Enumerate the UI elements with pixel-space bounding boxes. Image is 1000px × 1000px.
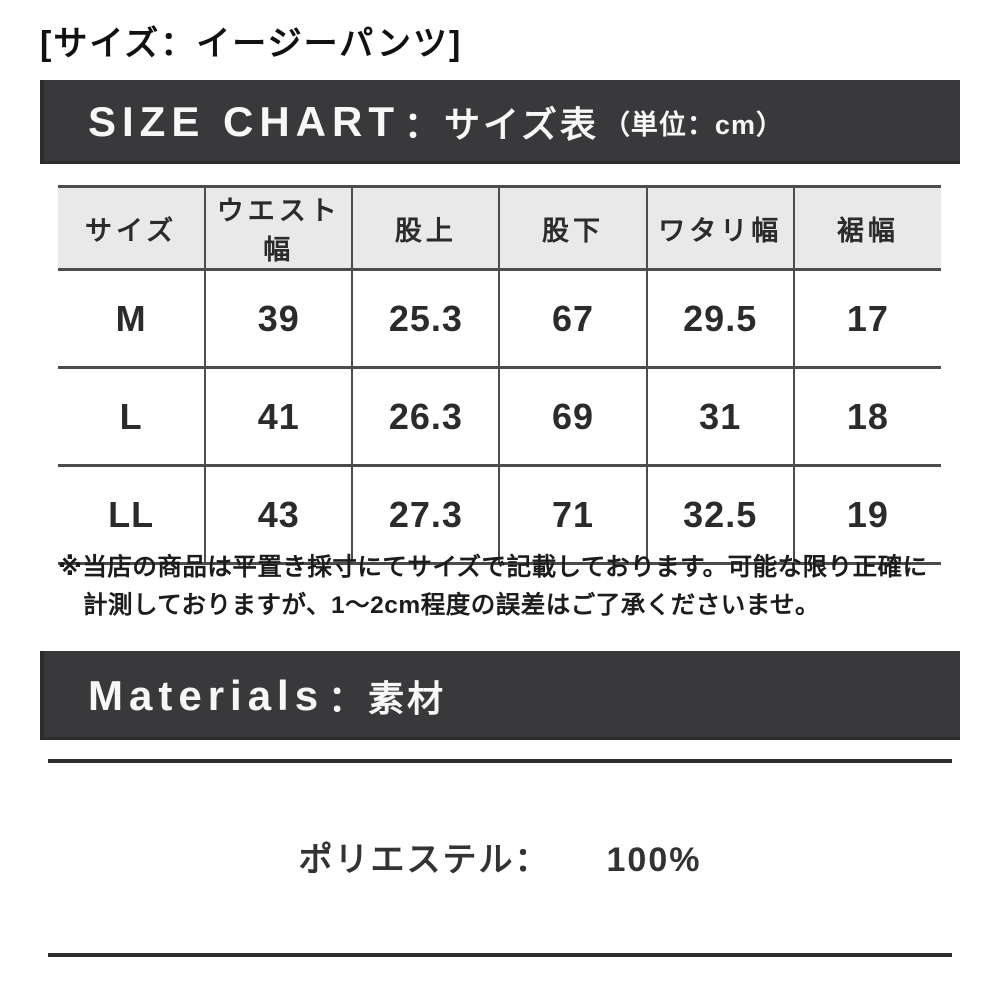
cell-m-inseam: 67 (498, 269, 647, 369)
size-table-container: サイズ ウエスト幅 股上 股下 ワタリ幅 裾幅 M 39 25.3 67 29.… (58, 185, 941, 565)
size-table-header-row: サイズ ウエスト幅 股上 股下 ワタリ幅 裾幅 (58, 186, 941, 271)
cell-ll-thigh: 32.5 (645, 465, 794, 565)
material-value: 100% (606, 841, 702, 879)
cell-ll-hem: 19 (792, 465, 941, 565)
table-row: LL 43 27.3 71 32.5 19 (58, 465, 941, 565)
materials-banner: Materials ： 素材 (40, 651, 960, 740)
cell-ll-waist: 43 (204, 465, 353, 565)
page-title: [サイズ：イージーパンツ] (40, 25, 463, 63)
size-chart-banner: SIZE CHART ： サイズ表 （単位：cm） (40, 80, 960, 164)
column-header-inseam: 股下 (498, 186, 647, 271)
size-chart-banner-separator: ： (404, 104, 441, 145)
cell-m-waist: 39 (204, 269, 353, 369)
disclaimer-line-1: ※当店の商品は平置き採寸にてサイズで記載しております。可能な限り正確に (58, 554, 928, 581)
column-header-size: サイズ (58, 186, 206, 271)
cell-m-hem: 17 (792, 269, 941, 369)
cell-l-hem: 18 (792, 367, 941, 467)
cell-ll-inseam: 71 (498, 465, 647, 565)
cell-l-thigh: 31 (645, 367, 794, 467)
column-header-waist-width: ウエスト幅 (204, 186, 353, 271)
cell-ll-rise: 27.3 (351, 465, 500, 565)
materials-banner-separator: ： (328, 677, 365, 719)
cell-m-rise: 25.3 (351, 269, 500, 369)
material-composition-row: ポリエステル： 100% (0, 832, 1000, 881)
measurement-disclaimer: ※当店の商品は平置き採寸にてサイズで記載しております。可能な限り正確に 計測して… (58, 549, 953, 625)
material-label: ポリエステル： (298, 841, 551, 879)
size-chart-banner-title-en: SIZE CHART (88, 98, 400, 145)
cell-size-ll: LL (58, 465, 206, 565)
column-header-hem-width: 裾幅 (792, 186, 941, 271)
table-row: M 39 25.3 67 29.5 17 (58, 269, 941, 369)
materials-banner-title-ja: 素材 (368, 677, 447, 719)
cell-size-l: L (58, 367, 206, 467)
disclaimer-line-2: 計測しておりますが、1〜2cm程度の誤差はご了承くださいませ。 (83, 592, 820, 619)
table-row: L 41 26.3 69 31 18 (58, 367, 941, 467)
cell-l-rise: 26.3 (351, 367, 500, 467)
divider-line-bottom (48, 953, 952, 957)
column-header-thigh-width: ワタリ幅 (645, 186, 794, 271)
size-table: サイズ ウエスト幅 股上 股下 ワタリ幅 裾幅 M 39 25.3 67 29.… (58, 185, 941, 565)
size-chart-unit-note: （単位：cm） (602, 109, 784, 140)
cell-l-waist: 41 (204, 367, 353, 467)
size-chart-banner-title-ja: サイズ表 (444, 104, 599, 145)
cell-size-m: M (58, 269, 206, 369)
cell-m-thigh: 29.5 (645, 269, 794, 369)
divider-line-top (48, 759, 952, 763)
column-header-rise: 股上 (351, 186, 500, 271)
cell-l-inseam: 69 (498, 367, 647, 467)
materials-banner-title-en: Materials (88, 671, 325, 719)
